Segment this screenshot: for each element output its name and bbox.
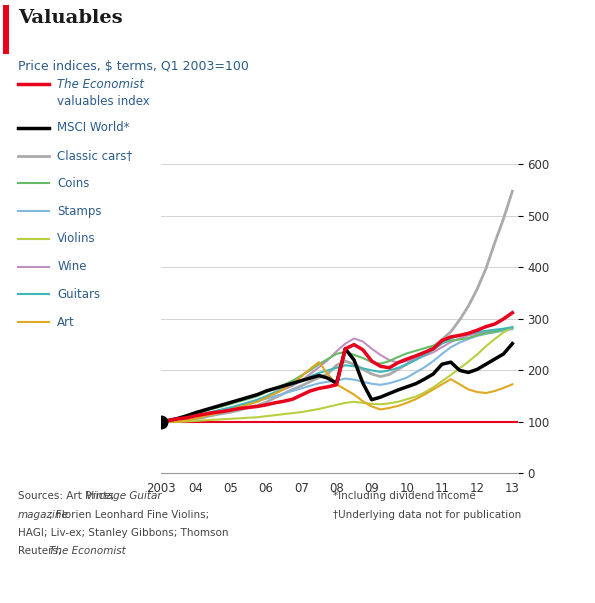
Text: Valuables: Valuables [18, 9, 123, 27]
Text: Guitars: Guitars [57, 288, 100, 301]
Text: Classic cars†: Classic cars† [57, 149, 132, 162]
Text: valuables index: valuables index [57, 95, 150, 108]
Text: Vintage Guitar: Vintage Guitar [86, 491, 162, 502]
Text: ; Florien Leonhard Fine Violins;: ; Florien Leonhard Fine Violins; [49, 510, 209, 520]
Text: †Underlying data not for publication: †Underlying data not for publication [333, 510, 521, 520]
Text: *Including dividend income: *Including dividend income [333, 491, 476, 502]
Text: MSCI World*: MSCI World* [57, 121, 130, 134]
Text: Stamps: Stamps [57, 204, 102, 218]
Text: Violins: Violins [57, 232, 96, 245]
Text: The Economist: The Economist [49, 546, 126, 556]
Text: Sources: Art Price;: Sources: Art Price; [18, 491, 117, 502]
Text: Coins: Coins [57, 177, 89, 190]
Text: magazine: magazine [18, 510, 69, 520]
Text: Art: Art [57, 315, 75, 329]
Text: Wine: Wine [57, 260, 87, 273]
Text: The Economist: The Economist [57, 78, 144, 91]
Text: HAGI; Liv-ex; Stanley Gibbons; Thomson: HAGI; Liv-ex; Stanley Gibbons; Thomson [18, 528, 228, 538]
Text: Price indices, $ terms, Q1 2003=100: Price indices, $ terms, Q1 2003=100 [18, 60, 249, 74]
Text: Reuters;: Reuters; [18, 546, 65, 556]
